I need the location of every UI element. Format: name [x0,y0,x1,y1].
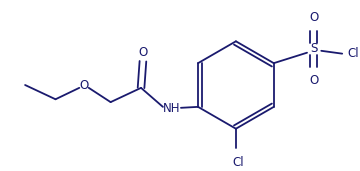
Text: Cl: Cl [232,156,244,169]
Text: O: O [80,78,89,91]
Text: O: O [138,46,148,59]
Text: Cl: Cl [348,47,359,60]
Text: S: S [310,42,318,55]
Text: NH: NH [163,102,180,115]
Text: O: O [309,74,318,87]
Text: O: O [309,11,318,24]
